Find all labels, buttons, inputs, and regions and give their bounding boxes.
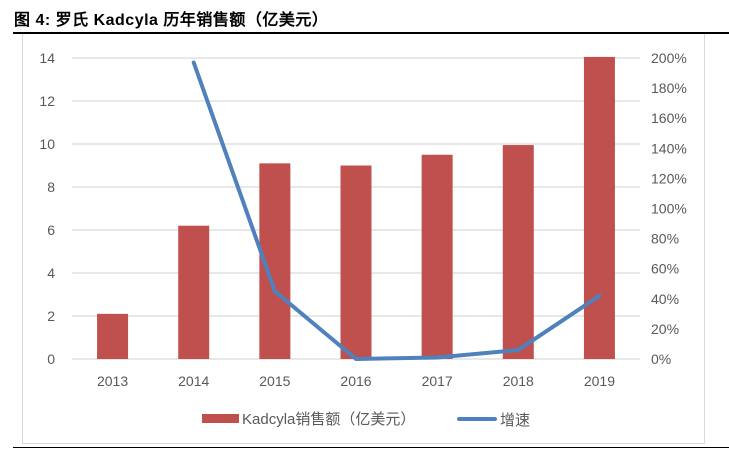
chart-frame	[22, 34, 705, 444]
right-tick-label: 120%	[651, 170, 687, 186]
line-series	[191, 60, 602, 361]
right-tick-label: 80%	[651, 231, 679, 247]
right-axis-ticks: 0% 20% 40% 60% 80% 100% 120% 140% 160% 180% 200%	[651, 50, 687, 367]
bar	[97, 313, 129, 359]
left-tick-label: 4	[47, 265, 55, 281]
bar	[340, 165, 372, 359]
left-tick-label: 12	[39, 93, 55, 109]
x-tick-label: 2013	[97, 373, 128, 389]
x-tick-label: 2015	[259, 373, 290, 389]
legend-bar-swatch	[202, 414, 239, 423]
right-tick-label: 60%	[651, 261, 679, 277]
right-tick-label: 40%	[651, 291, 679, 307]
growth-line	[191, 60, 602, 361]
left-tick-label: 14	[39, 50, 55, 66]
right-tick-label: 200%	[651, 50, 687, 66]
bar	[583, 56, 615, 360]
x-tick-label: 2016	[340, 373, 371, 389]
x-tick-label: 2017	[422, 373, 453, 389]
bar	[421, 154, 453, 359]
x-axis-ticks: 2013 2014 2015 2016 2017 2018 2019	[97, 373, 615, 389]
title-divider	[13, 32, 729, 34]
left-tick-label: 0	[47, 351, 55, 367]
bar-series	[97, 56, 615, 360]
left-tick-label: 10	[39, 136, 55, 152]
right-tick-label: 100%	[651, 201, 687, 217]
figure-title: 图 4: 罗氏 Kadcyla 历年销售额（亿美元）	[14, 12, 329, 29]
left-tick-label: 6	[47, 222, 55, 238]
left-tick-label: 8	[47, 179, 55, 195]
right-tick-label: 140%	[651, 140, 687, 156]
right-tick-label: 0%	[651, 351, 671, 367]
right-tick-label: 20%	[651, 321, 679, 337]
right-tick-label: 180%	[651, 80, 687, 96]
right-tick-label: 160%	[651, 110, 687, 126]
left-tick-label: 2	[47, 308, 55, 324]
legend-bar-label: Kadcyla销售额（亿美元）	[242, 411, 415, 428]
bar	[502, 145, 534, 359]
x-tick-label: 2019	[584, 373, 615, 389]
left-axis-ticks: 0 2 4 6 8 10 12 14	[39, 50, 55, 367]
x-tick-label: 2018	[503, 373, 534, 389]
legend-line-label: 增速	[500, 412, 530, 429]
bar	[178, 225, 210, 359]
bottom-divider	[13, 447, 729, 448]
legend: Kadcyla销售额（亿美元） 增速	[202, 411, 530, 429]
x-tick-label: 2014	[178, 373, 209, 389]
